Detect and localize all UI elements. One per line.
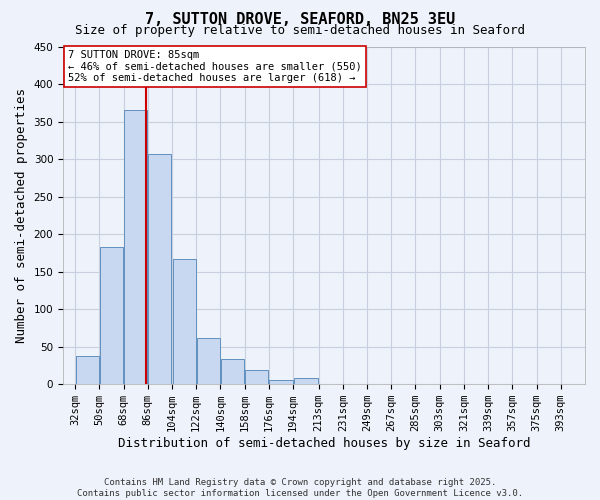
Bar (124, 110, 147, 384)
Y-axis label: Number of semi-detached properties: Number of semi-detached properties (15, 88, 28, 343)
Bar (197, 338, 220, 384)
Bar (245, 370, 268, 384)
Text: Size of property relative to semi-detached houses in Seaford: Size of property relative to semi-detach… (75, 24, 525, 37)
Text: 7 SUTTON DROVE: 85sqm
← 46% of semi-detached houses are smaller (550)
52% of sem: 7 SUTTON DROVE: 85sqm ← 46% of semi-deta… (68, 50, 362, 83)
X-axis label: Distribution of semi-detached houses by size in Seaford: Distribution of semi-detached houses by … (118, 437, 530, 450)
Bar (293, 378, 318, 384)
Bar (76, 356, 99, 384)
Bar (148, 154, 172, 384)
Text: 7, SUTTON DROVE, SEAFORD, BN25 3EU: 7, SUTTON DROVE, SEAFORD, BN25 3EU (145, 12, 455, 28)
Bar (221, 358, 244, 384)
Bar (100, 247, 123, 384)
Text: Contains HM Land Registry data © Crown copyright and database right 2025.
Contai: Contains HM Land Registry data © Crown c… (77, 478, 523, 498)
Bar (173, 259, 196, 384)
Bar (269, 380, 293, 384)
